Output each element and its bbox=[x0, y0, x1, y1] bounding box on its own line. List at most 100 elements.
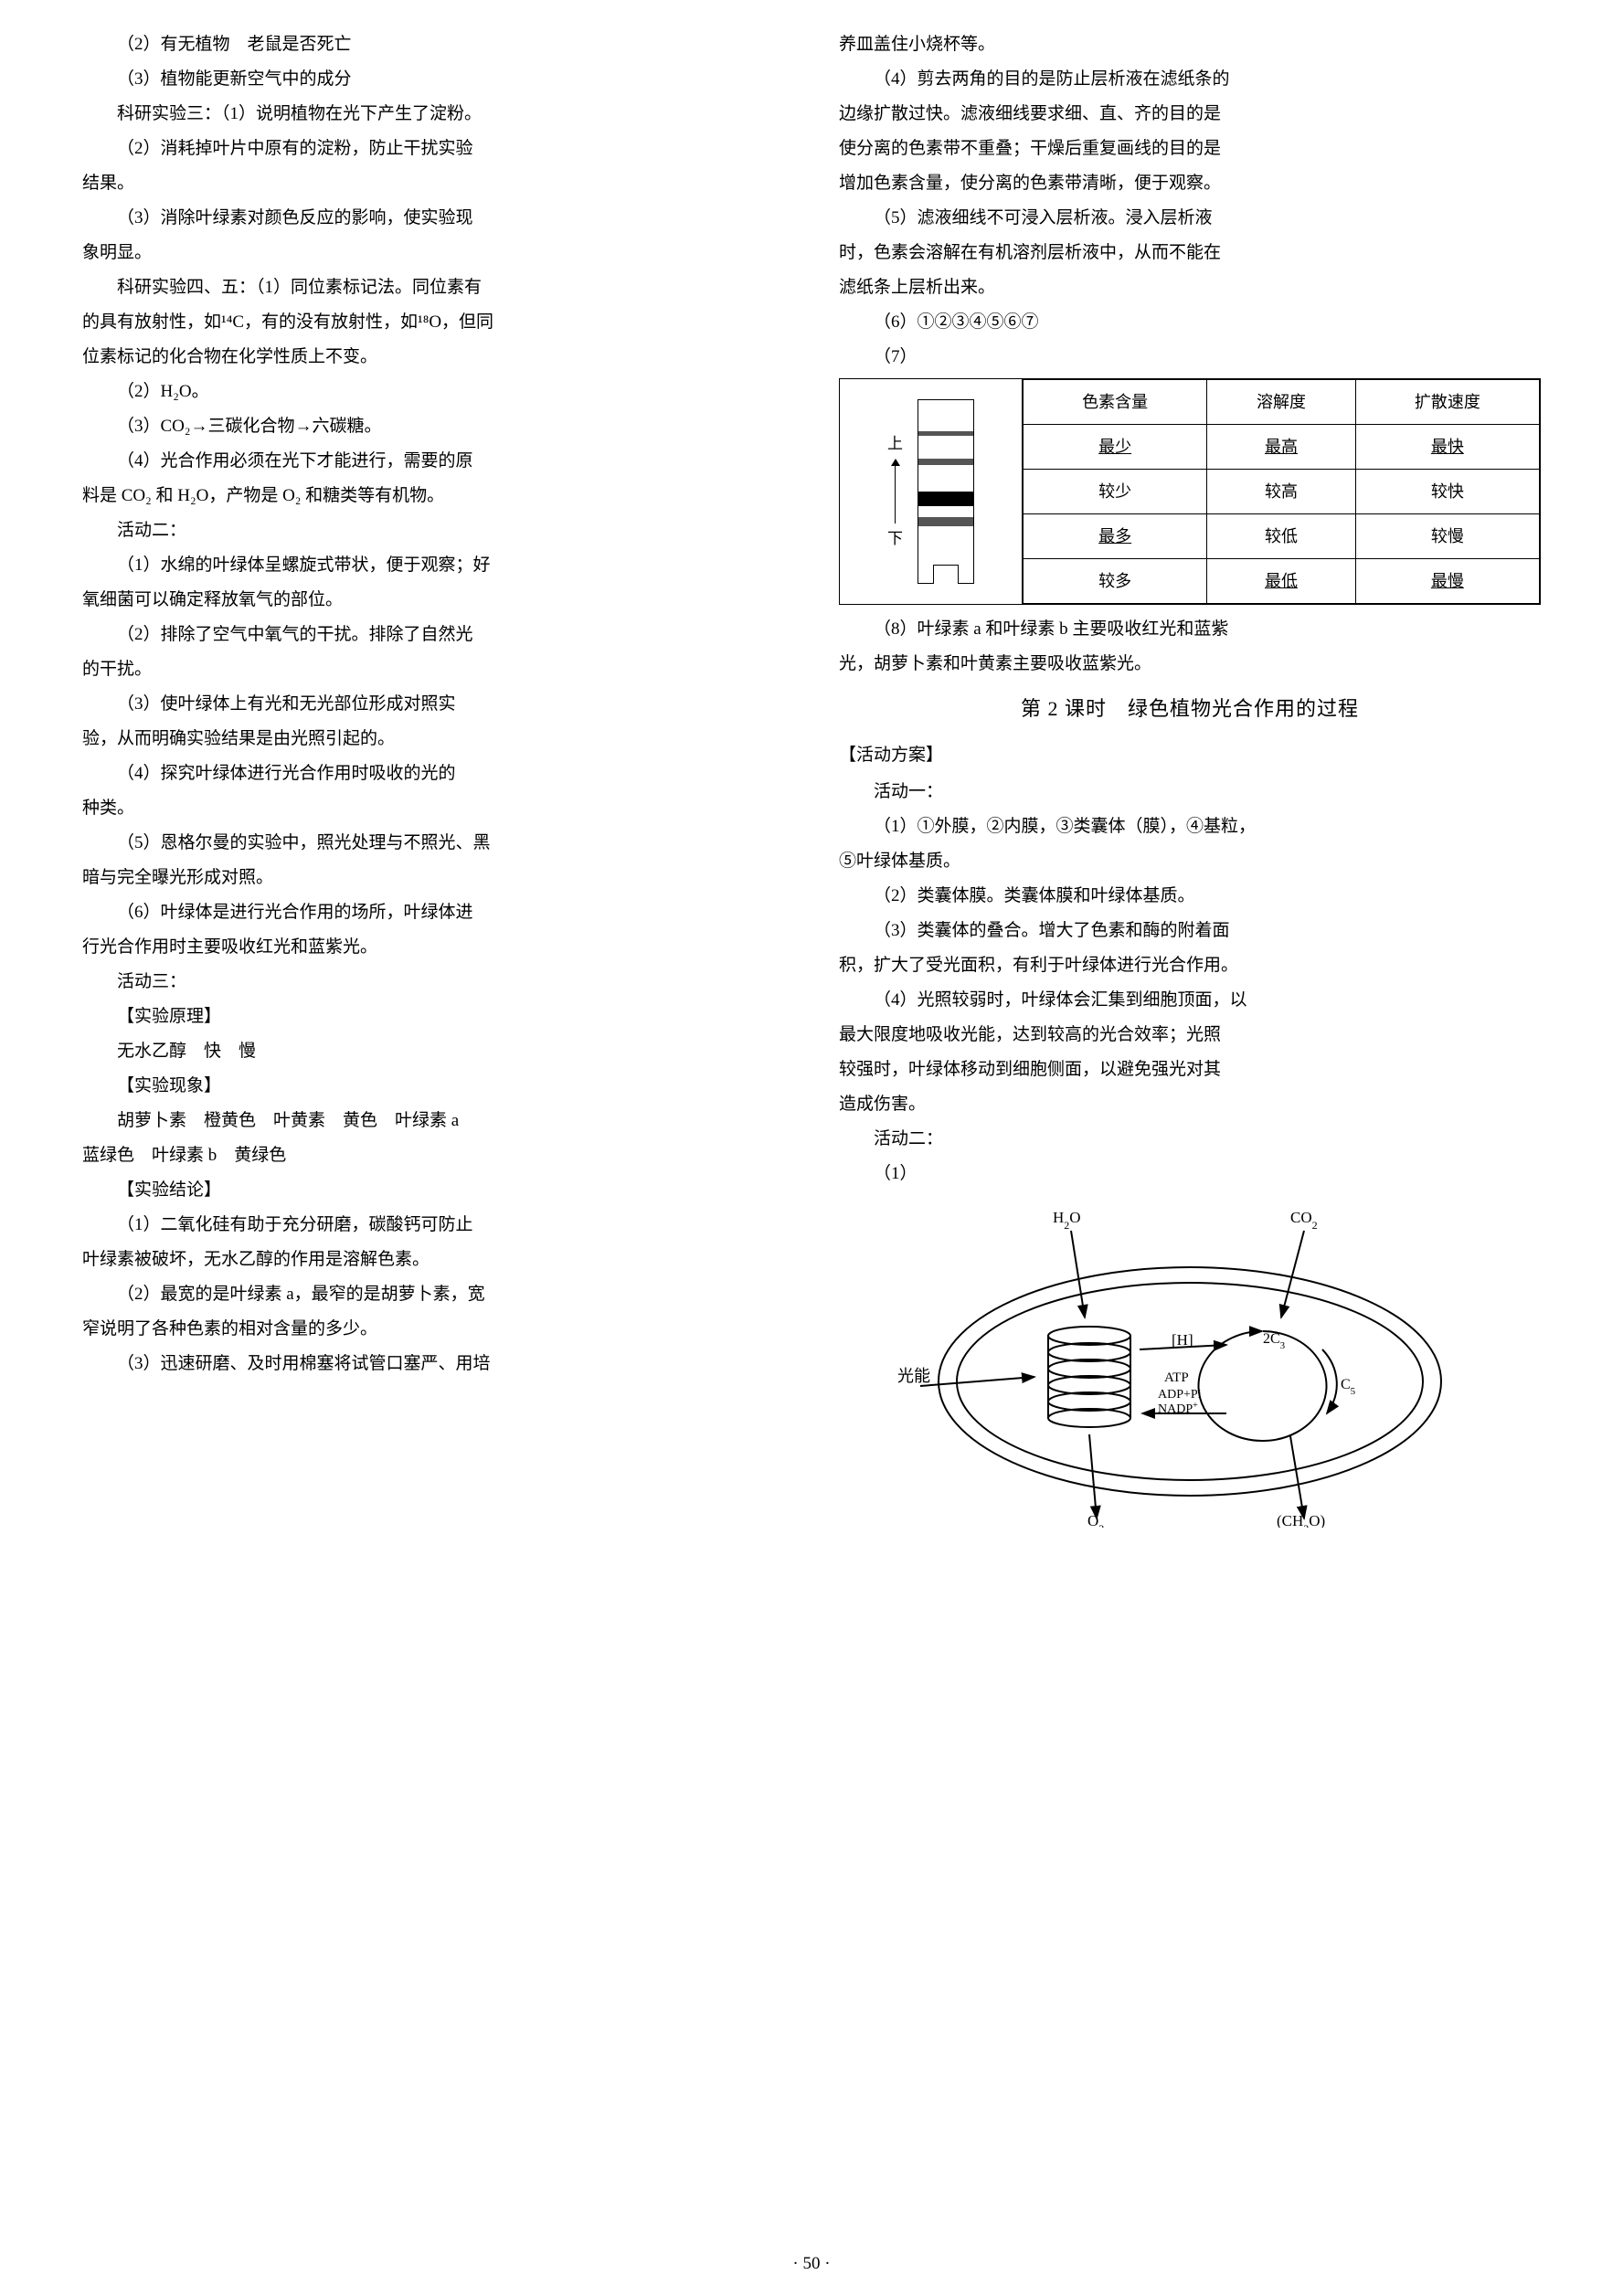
label-o2: O2 bbox=[1087, 1512, 1104, 1528]
text: （2）消耗掉叶片中原有的淀粉，防止干扰实验 bbox=[82, 132, 784, 166]
text: （3）CO₂→三碳化合物→六碳糖。 bbox=[82, 409, 784, 444]
text: （5）滤液细线不可浸入层析液。浸入层析液 bbox=[839, 201, 1541, 236]
text: （2）H₂O。 bbox=[82, 375, 784, 409]
table-header: 扩散速度 bbox=[1355, 380, 1539, 425]
pigment-strip-figure: 上 下 bbox=[840, 379, 1023, 604]
table-cell: 较高 bbox=[1207, 470, 1355, 514]
table-cell: 较低 bbox=[1207, 514, 1355, 559]
text: 蓝绿色 叶绿素 b 黄绿色 bbox=[82, 1138, 784, 1173]
text: 的干扰。 bbox=[82, 652, 784, 687]
text: 增加色素含量，使分离的色素带清晰，便于观察。 bbox=[839, 166, 1541, 201]
activity-heading: 活动一： bbox=[839, 775, 1541, 809]
table-cell: 最高 bbox=[1207, 425, 1355, 470]
pigment-figure-table: 上 下 色素含量 溶 bbox=[839, 378, 1541, 605]
text: （6）①②③④⑤⑥⑦ bbox=[839, 305, 1541, 340]
text: 象明显。 bbox=[82, 236, 784, 270]
text: 较强时，叶绿体移动到细胞侧面，以避免强光对其 bbox=[839, 1053, 1541, 1087]
bracket-heading: 【实验现象】 bbox=[82, 1069, 784, 1104]
table-cell: 较快 bbox=[1355, 470, 1539, 514]
page-number: · 50 · bbox=[0, 2247, 1623, 2281]
text: （5）恩格尔曼的实验中，照光处理与不照光、黑 bbox=[82, 826, 784, 861]
text: （4）探究叶绿体进行光合作用时吸收的光的 bbox=[82, 757, 784, 791]
text: （1）水绵的叶绿体呈螺旋式带状，便于观察；好 bbox=[82, 548, 784, 583]
label-h: [H] bbox=[1172, 1331, 1193, 1349]
text: 料是 CO₂ 和 H₂O，产物是 O₂ 和糖类等有机物。 bbox=[82, 479, 784, 513]
strip-notch bbox=[933, 565, 959, 584]
text: 暗与完全曝光形成对照。 bbox=[82, 861, 784, 895]
lesson-title: 第 2 课时 绿色植物光合作用的过程 bbox=[839, 689, 1541, 729]
text: 时，色素会溶解在有机溶剂层析液中，从而不能在 bbox=[839, 236, 1541, 270]
left-column: （2）有无植物 老鼠是否死亡 （3）植物能更新空气中的成分 科研实验三：（1）说… bbox=[82, 27, 784, 2269]
pigment-band-2 bbox=[918, 459, 973, 465]
text: 叶绿素被破坏，无水乙醇的作用是溶解色素。 bbox=[82, 1243, 784, 1277]
label-co2: CO2 bbox=[1290, 1209, 1318, 1232]
pigment-band-4 bbox=[918, 517, 973, 526]
text: 使分离的色素带不重叠；干燥后重复画线的目的是 bbox=[839, 132, 1541, 166]
text: 验，从而明确实验结果是由光照引起的。 bbox=[82, 722, 784, 757]
text: （3）植物能更新空气中的成分 bbox=[82, 62, 784, 97]
pigment-table: 色素含量 溶解度 扩散速度 最少最高最快较少较高较快最多较低较慢较多最低最慢 bbox=[1023, 379, 1540, 604]
text: 造成伤害。 bbox=[839, 1087, 1541, 1122]
scheme-heading: 【活动方案】 bbox=[839, 738, 1541, 773]
text: 最大限度地吸收光能，达到较高的光合效率；光照 bbox=[839, 1018, 1541, 1053]
text: 胡萝卜素 橙黄色 叶黄素 黄色 叶绿素 a bbox=[82, 1104, 784, 1138]
table-cell: 较少 bbox=[1024, 470, 1207, 514]
text: 行光合作用时主要吸收红光和蓝紫光。 bbox=[82, 930, 784, 965]
table-cell: 最多 bbox=[1024, 514, 1207, 559]
text: 光，胡萝卜素和叶黄素主要吸收蓝紫光。 bbox=[839, 647, 1541, 682]
text: （1）二氧化硅有助于充分研磨，碳酸钙可防止 bbox=[82, 1208, 784, 1243]
table-cell: 较多 bbox=[1024, 559, 1207, 604]
table-row: 最多较低较慢 bbox=[1024, 514, 1540, 559]
text: （2）类囊体膜。类囊体膜和叶绿体基质。 bbox=[839, 879, 1541, 914]
chloroplast-diagram: H2O CO2 光能 [H] ATP ADP+Pi NADP+ 2C3 C5 O… bbox=[897, 1199, 1482, 1528]
text: （4）光照较弱时，叶绿体会汇集到细胞顶面，以 bbox=[839, 983, 1541, 1018]
activity-heading: 活动三： bbox=[82, 965, 784, 1000]
table-header: 溶解度 bbox=[1207, 380, 1355, 425]
text: （3）使叶绿体上有光和无光部位形成对照实 bbox=[82, 687, 784, 722]
table-cell: 最快 bbox=[1355, 425, 1539, 470]
filter-paper-strip bbox=[918, 399, 974, 584]
text: 科研实验三：（1）说明植物在光下产生了淀粉。 bbox=[82, 97, 784, 132]
text: （3）消除叶绿素对颜色反应的影响，使实验现 bbox=[82, 201, 784, 236]
text: （2）最宽的是叶绿素 a，最窄的是胡萝卜素，宽 bbox=[82, 1277, 784, 1312]
table-cell: 最少 bbox=[1024, 425, 1207, 470]
table-row: 较少较高较快 bbox=[1024, 470, 1540, 514]
text: 窄说明了各种色素的相对含量的多少。 bbox=[82, 1312, 784, 1347]
direction-arrow: 上 下 bbox=[887, 429, 903, 555]
table-cell: 较慢 bbox=[1355, 514, 1539, 559]
text: 边缘扩散过快。滤液细线要求细、直、齐的目的是 bbox=[839, 97, 1541, 132]
text: （2）排除了空气中氧气的干扰。排除了自然光 bbox=[82, 618, 784, 652]
pigment-band-3 bbox=[918, 492, 973, 506]
text: 积，扩大了受光面积，有利于叶绿体进行光合作用。 bbox=[839, 948, 1541, 983]
table-cell: 最低 bbox=[1207, 559, 1355, 604]
text: 氧细菌可以确定释放氧气的部位。 bbox=[82, 583, 784, 618]
text: （7） bbox=[839, 340, 1541, 375]
pigment-band-1 bbox=[918, 431, 973, 436]
label-atp: ATP bbox=[1164, 1370, 1189, 1385]
text: 无水乙醇 快 慢 bbox=[82, 1034, 784, 1069]
activity-heading: 活动二： bbox=[82, 513, 784, 548]
text: 结果。 bbox=[82, 166, 784, 201]
table-row: 较多最低最慢 bbox=[1024, 559, 1540, 604]
activity-heading: 活动二： bbox=[839, 1122, 1541, 1157]
text: 养皿盖住小烧杯等。 bbox=[839, 27, 1541, 62]
table-row: 最少最高最快 bbox=[1024, 425, 1540, 470]
label-nadp: NADP+ bbox=[1158, 1401, 1198, 1417]
text: 科研实验四、五：（1）同位素标记法。同位素有 bbox=[82, 270, 784, 305]
text: （4）光合作用必须在光下才能进行，需要的原 bbox=[82, 444, 784, 479]
bracket-heading: 【实验原理】 bbox=[82, 1000, 784, 1034]
right-column: 养皿盖住小烧杯等。 （4）剪去两角的目的是防止层析液在滤纸条的 边缘扩散过快。滤… bbox=[839, 27, 1541, 2269]
table-header: 色素含量 bbox=[1024, 380, 1207, 425]
text: 位素标记的化合物在化学性质上不变。 bbox=[82, 340, 784, 375]
text: ⑤叶绿体基质。 bbox=[839, 844, 1541, 879]
text: 的具有放射性，如¹⁴C，有的没有放射性，如¹⁸O，但同 bbox=[82, 305, 784, 340]
bottom-label: 下 bbox=[887, 524, 903, 555]
text: （3）类囊体的叠合。增大了色素和酶的附着面 bbox=[839, 914, 1541, 948]
text: （1） bbox=[839, 1157, 1541, 1191]
text: （3）迅速研磨、及时用棉塞将试管口塞严、用培 bbox=[82, 1347, 784, 1381]
text: 滤纸条上层析出来。 bbox=[839, 270, 1541, 305]
label-ch2o: (CH2O) bbox=[1277, 1512, 1325, 1528]
top-label: 上 bbox=[887, 429, 903, 460]
text: 种类。 bbox=[82, 791, 784, 826]
table-cell: 最慢 bbox=[1355, 559, 1539, 604]
